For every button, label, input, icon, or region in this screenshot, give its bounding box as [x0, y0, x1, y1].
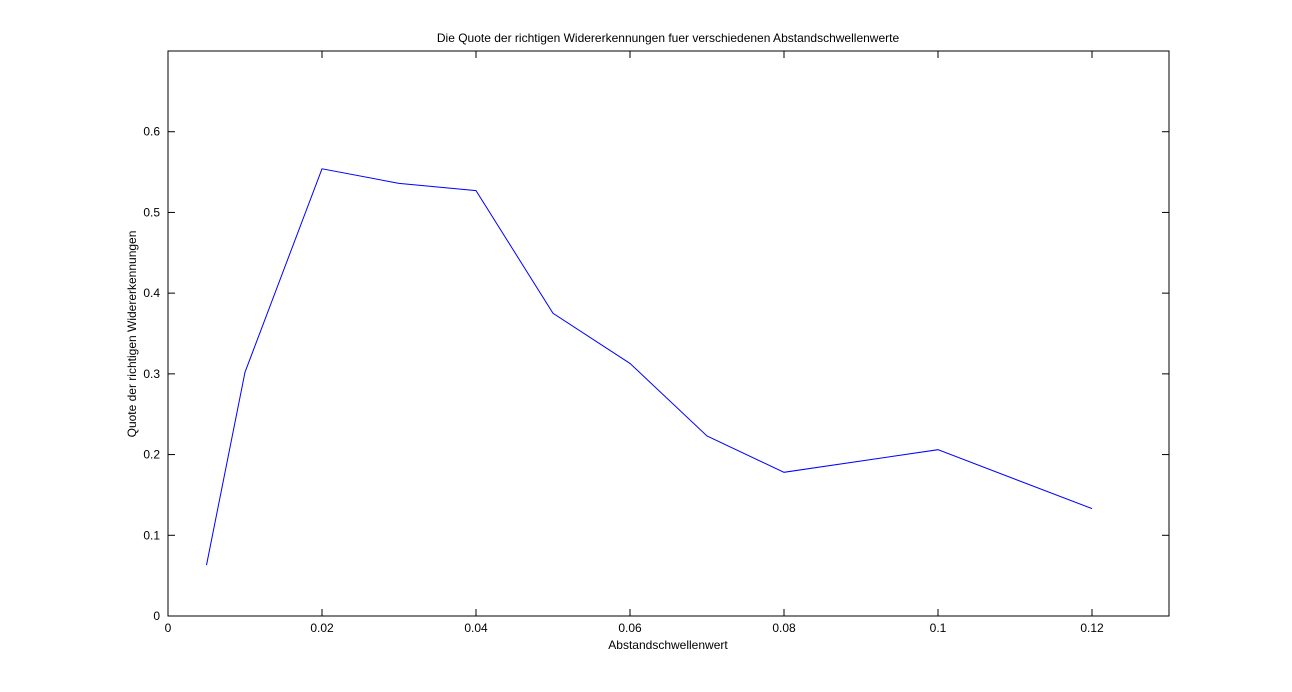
y-tick-label: 0.1 [143, 528, 160, 542]
y-tick-label: 0.4 [143, 286, 160, 300]
axis-ticks: 0 0.02 0.04 0.06 0.08 0.1 0.12 0 0.1 0.2 0.3 0.4 0.5… [143, 51, 1169, 635]
series-line [206, 168, 1093, 566]
y-tick-label: 0.2 [143, 448, 160, 462]
x-tick-label: 0.1 [930, 621, 947, 635]
x-tick-label: 0.08 [772, 621, 796, 635]
chart-title: Die Quote der richtigen Widererkennungen… [437, 31, 900, 45]
y-tick-label: 0.6 [143, 125, 160, 139]
x-tick-label: 0.06 [618, 621, 642, 635]
y-tick-label: 0.5 [143, 205, 160, 219]
x-tick-label: 0.12 [1080, 621, 1104, 635]
y-axis-label: Quote der richtigen Widererkennungen [125, 231, 139, 438]
x-tick-label: 0.02 [310, 621, 334, 635]
x-axis-label: Abstandschwellenwert [608, 638, 728, 652]
x-tick-label: 0.04 [464, 621, 488, 635]
plot-area [167, 50, 1170, 617]
y-tick-label: 0.3 [143, 367, 160, 381]
y-tick-label: 0 [153, 609, 160, 623]
series-layer [206, 168, 1093, 566]
x-tick-label: 0 [165, 621, 172, 635]
